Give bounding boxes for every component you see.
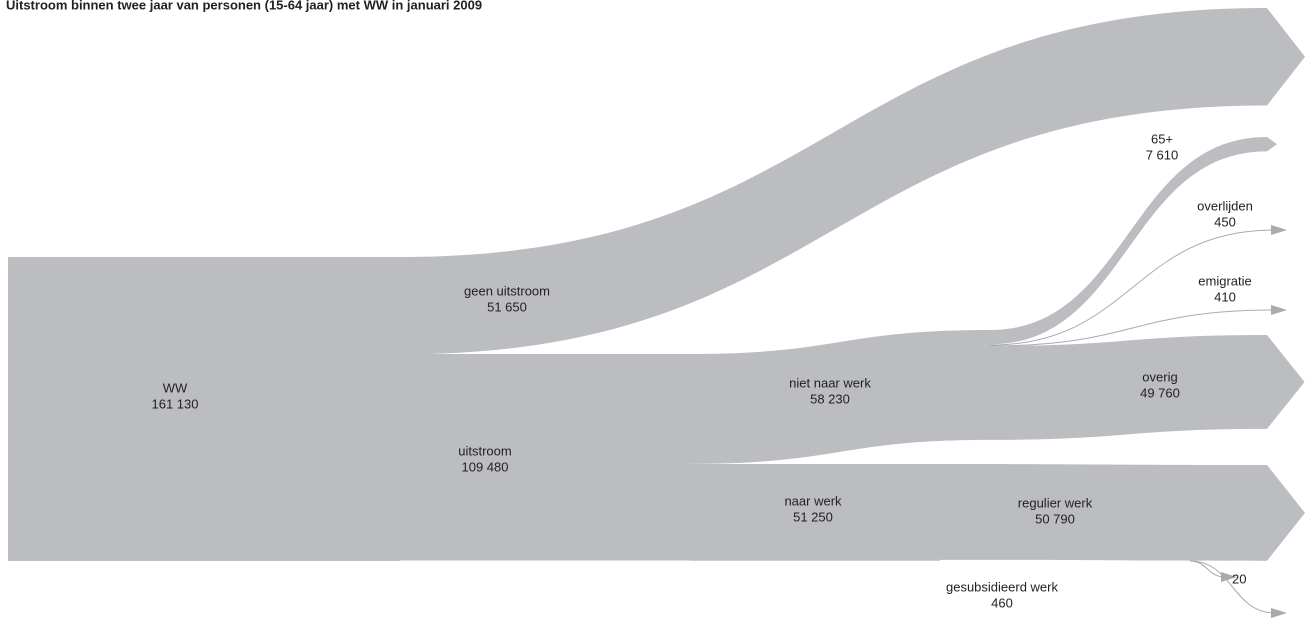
node-value: 51 250 xyxy=(793,509,833,524)
node-label: gesubsidieerd werk xyxy=(946,579,1059,594)
arrow-head xyxy=(1267,8,1305,106)
arrow-head xyxy=(1271,608,1287,618)
node-value: 51 650 xyxy=(487,299,527,314)
node-value: 410 xyxy=(1214,289,1236,304)
node-value: 49 760 xyxy=(1140,385,1180,400)
node-label: emigratie xyxy=(1198,273,1251,288)
node-value: 109 480 xyxy=(462,459,509,474)
flow-band xyxy=(990,335,1267,440)
arrow-head xyxy=(1221,572,1237,582)
node-label: naar werk xyxy=(784,493,842,508)
node-label: overig xyxy=(1142,369,1177,384)
arrow-head xyxy=(1267,335,1305,429)
arrow-head xyxy=(1271,225,1287,235)
flow-band xyxy=(690,464,940,561)
flow-line xyxy=(1189,560,1276,614)
node-value: 58 230 xyxy=(810,391,850,406)
flow-band xyxy=(690,330,990,464)
arrow-head xyxy=(1267,137,1277,152)
flow-line xyxy=(989,229,1276,346)
node-value: 450 xyxy=(1214,214,1236,229)
flow-node xyxy=(8,257,400,561)
flow-line xyxy=(989,309,1276,347)
flow-band xyxy=(400,354,690,561)
node-label: overlijden xyxy=(1197,198,1253,213)
arrow-head xyxy=(1271,305,1287,315)
node-value: 20 xyxy=(1232,571,1246,586)
node-label: 65+ xyxy=(1151,131,1173,146)
node-label: WW xyxy=(163,380,188,395)
chart-title: Uitstroom binnen twee jaar van personen … xyxy=(6,0,482,12)
flow-band xyxy=(400,8,1267,355)
node-label: regulier werk xyxy=(1018,495,1093,510)
flow-band xyxy=(990,137,1267,345)
node-label: niet naar werk xyxy=(789,375,871,390)
arrow-head xyxy=(1267,465,1305,561)
node-value: 161 130 xyxy=(152,396,199,411)
node-value: 50 790 xyxy=(1035,511,1075,526)
flow-band xyxy=(940,464,1267,561)
node-value: 460 xyxy=(991,595,1013,610)
node-label: geen uitstroom xyxy=(464,283,550,298)
node-value: 7 610 xyxy=(1146,147,1179,162)
flow-line xyxy=(1189,560,1226,578)
node-label: uitstroom xyxy=(458,443,511,458)
